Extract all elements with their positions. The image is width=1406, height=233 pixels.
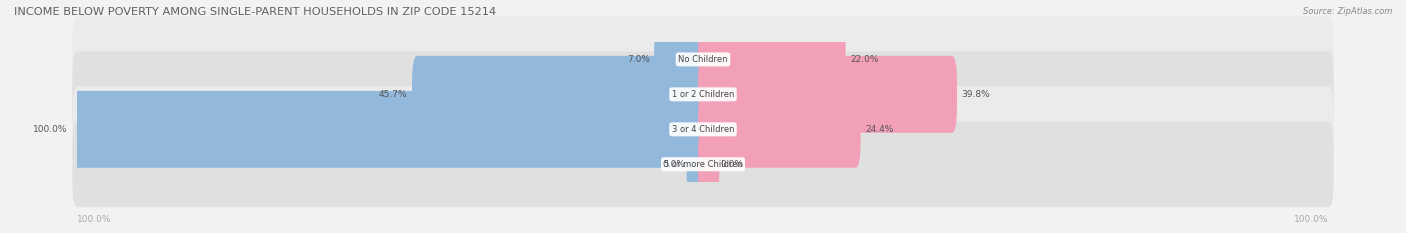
FancyBboxPatch shape <box>697 126 720 203</box>
Text: 45.7%: 45.7% <box>380 90 408 99</box>
Text: 100.0%: 100.0% <box>77 215 112 224</box>
FancyBboxPatch shape <box>412 56 709 133</box>
Text: 0.0%: 0.0% <box>720 160 744 169</box>
Text: 100.0%: 100.0% <box>1294 215 1329 224</box>
FancyBboxPatch shape <box>697 91 860 168</box>
FancyBboxPatch shape <box>72 91 709 168</box>
FancyBboxPatch shape <box>697 56 957 133</box>
Text: 24.4%: 24.4% <box>865 125 893 134</box>
FancyBboxPatch shape <box>72 86 1334 172</box>
Text: 100.0%: 100.0% <box>34 125 67 134</box>
Text: 0.0%: 0.0% <box>662 160 686 169</box>
Text: 22.0%: 22.0% <box>851 55 879 64</box>
Text: 1 or 2 Children: 1 or 2 Children <box>672 90 734 99</box>
Legend: Single Father, Single Mother: Single Father, Single Mother <box>614 232 792 233</box>
FancyBboxPatch shape <box>72 51 1334 137</box>
FancyBboxPatch shape <box>72 121 1334 207</box>
FancyBboxPatch shape <box>72 17 1334 103</box>
Text: 7.0%: 7.0% <box>627 55 650 64</box>
Text: Source: ZipAtlas.com: Source: ZipAtlas.com <box>1302 7 1392 16</box>
Text: 3 or 4 Children: 3 or 4 Children <box>672 125 734 134</box>
Text: 5 or more Children: 5 or more Children <box>664 160 742 169</box>
Text: 39.8%: 39.8% <box>962 90 990 99</box>
FancyBboxPatch shape <box>697 21 845 98</box>
FancyBboxPatch shape <box>654 21 709 98</box>
Text: No Children: No Children <box>678 55 728 64</box>
Text: INCOME BELOW POVERTY AMONG SINGLE-PARENT HOUSEHOLDS IN ZIP CODE 15214: INCOME BELOW POVERTY AMONG SINGLE-PARENT… <box>14 7 496 17</box>
FancyBboxPatch shape <box>686 126 709 203</box>
